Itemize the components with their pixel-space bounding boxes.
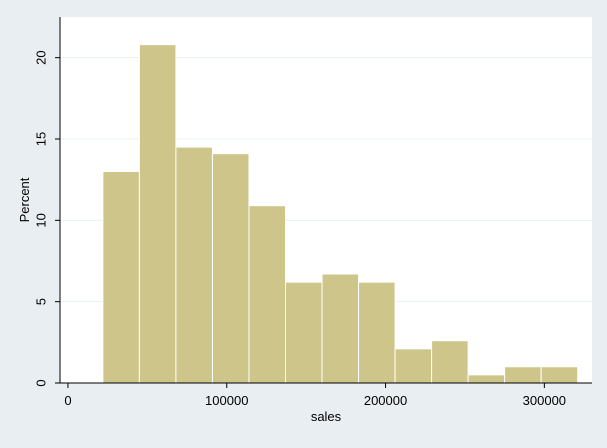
histogram-bars bbox=[102, 44, 579, 384]
x-tick-label: 300000 bbox=[523, 393, 566, 408]
x-ticks: 0 100000 200000 300000 bbox=[64, 383, 566, 408]
histogram-bar bbox=[467, 374, 506, 384]
histogram-bar bbox=[321, 273, 360, 384]
x-axis-title: sales bbox=[311, 409, 342, 424]
histogram-bar bbox=[431, 340, 469, 384]
histogram-bar bbox=[211, 153, 250, 384]
y-tick-label: 5 bbox=[34, 298, 49, 305]
y-tick-label: 0 bbox=[34, 379, 49, 386]
histogram-bar bbox=[358, 281, 396, 384]
histogram-bar bbox=[540, 366, 579, 384]
y-tick-label: 20 bbox=[34, 50, 49, 64]
histogram-bar bbox=[175, 146, 213, 384]
x-tick-label: 100000 bbox=[205, 393, 248, 408]
histogram-bar bbox=[102, 171, 140, 384]
axes bbox=[59, 17, 592, 384]
y-axis-title: Percent bbox=[17, 177, 32, 222]
x-tick-label: 0 bbox=[64, 393, 71, 408]
x-tick-label: 200000 bbox=[364, 393, 407, 408]
histogram-bar bbox=[285, 281, 323, 384]
histogram-bar bbox=[248, 205, 287, 384]
y-tick-label: 10 bbox=[34, 213, 49, 227]
y-tick-label: 15 bbox=[34, 132, 49, 146]
histogram-bar bbox=[504, 366, 542, 384]
histogram-bar bbox=[394, 348, 433, 384]
y-ticks: 0 5 10 15 20 bbox=[34, 50, 60, 387]
histogram-bar bbox=[138, 44, 177, 384]
